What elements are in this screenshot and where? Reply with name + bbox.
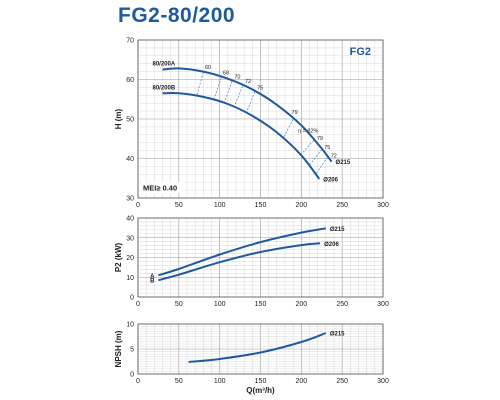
series-curve-80200B <box>162 92 321 180</box>
x-tick-label: 150 <box>255 202 267 209</box>
y-tick-label: 30 <box>126 196 134 203</box>
y-tick-label: 20 <box>126 255 134 262</box>
iso-efficiency-line <box>234 85 243 107</box>
curve-end-label: Ø215 <box>336 160 351 166</box>
x-tick-label: 100 <box>214 202 226 209</box>
plot-frame <box>137 39 384 199</box>
y-tick-label: 0 <box>130 295 134 302</box>
x-tick-label: 150 <box>255 378 267 385</box>
iso-efficiency-line <box>301 140 314 155</box>
plot-frame <box>137 323 384 375</box>
efficiency-label: η = 82% <box>298 128 318 134</box>
y-tick-label: 40 <box>126 216 134 223</box>
x-tick-label: 50 <box>175 378 183 385</box>
plot-frame <box>137 217 384 298</box>
x-tick-label: 0 <box>136 301 140 308</box>
mei-box <box>141 182 183 193</box>
y-tick-label: 30 <box>126 235 134 242</box>
iso-efficiency-line <box>246 91 256 113</box>
curve-end-label: Ø215 <box>330 332 345 338</box>
efficiency-label: 68 <box>223 70 229 76</box>
efficiency-label: 79 <box>317 136 323 142</box>
iso-efficiency-line <box>309 149 323 166</box>
y-tick-label: 70 <box>126 38 134 45</box>
x-tick-label: 50 <box>175 301 183 308</box>
efficiency-label: 75 <box>257 85 263 91</box>
curve-end-label: Ø215 <box>330 227 345 233</box>
page-title: FG2-80/200 <box>118 4 236 27</box>
iso-efficiency-line <box>196 72 204 96</box>
series-curve-npsh <box>188 332 327 363</box>
x-tick-label: 250 <box>336 301 348 308</box>
iso-efficiency-line <box>224 81 233 103</box>
series-curve-B <box>158 242 321 282</box>
y-axis-label: H (m) <box>114 108 123 129</box>
x-tick-label: 200 <box>295 378 307 385</box>
efficiency-label: 72 <box>331 154 337 160</box>
efficiency-label: 75 <box>324 145 330 151</box>
x-tick-label: 100 <box>214 301 226 308</box>
x-tick-label: 100 <box>214 378 226 385</box>
x-tick-label: 200 <box>295 301 307 308</box>
x-tick-label: 300 <box>377 202 389 209</box>
x-tick-label: 250 <box>336 378 348 385</box>
iso-efficiency-line <box>213 77 222 100</box>
x-tick-label: 300 <box>377 301 389 308</box>
x-tick-label: 0 <box>136 378 140 385</box>
curve-name-label: B <box>150 279 155 285</box>
x-tick-label: 150 <box>255 301 267 308</box>
y-tick-label: 50 <box>126 117 134 124</box>
curve-name-label: A <box>150 274 155 280</box>
y-tick-label: 40 <box>126 156 134 163</box>
x-tick-label: 250 <box>336 202 348 209</box>
series-curve-A <box>158 227 326 277</box>
x-axis-label: Q(m³/h) <box>246 386 275 395</box>
y-tick-label: 5 <box>130 347 134 354</box>
y-tick-label: 0 <box>130 372 134 379</box>
x-tick-label: 300 <box>377 378 389 385</box>
y-tick-label: 10 <box>126 322 134 329</box>
efficiency-label: 60 <box>205 65 211 71</box>
series-curve-80200A <box>162 67 333 163</box>
efficiency-label: 79 <box>292 110 298 116</box>
curve-name-label: 80/200A <box>153 62 176 68</box>
curve-end-label: Ø206 <box>323 178 338 184</box>
x-tick-label: 50 <box>175 202 183 209</box>
series-badge: FG2 <box>350 46 371 58</box>
y-axis-label: NPSH (m) <box>114 330 123 367</box>
curve-name-label: 80/200B <box>153 85 176 91</box>
mei-note: MEI≥ 0.40 <box>143 184 177 193</box>
efficiency-label: 70 <box>234 75 240 81</box>
efficiency-label: 72 <box>245 79 251 85</box>
x-tick-label: 200 <box>295 202 307 209</box>
curve-end-label: Ø206 <box>324 242 339 248</box>
y-tick-label: 60 <box>126 77 134 84</box>
y-axis-label: P2 (kW) <box>114 243 123 273</box>
x-tick-label: 0 <box>136 202 140 209</box>
y-tick-label: 10 <box>126 275 134 282</box>
